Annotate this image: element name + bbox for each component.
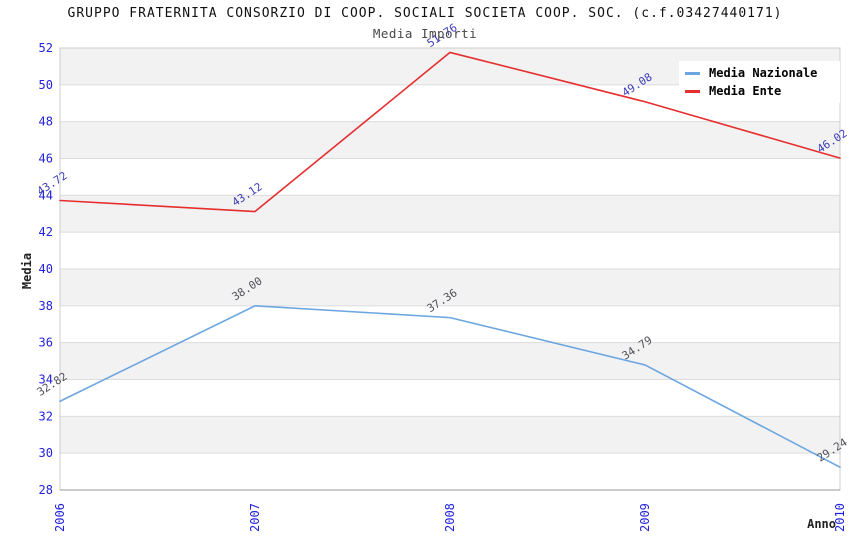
y-tick-label: 28 (39, 483, 53, 497)
y-tick-label: 50 (39, 78, 53, 92)
plot-band (60, 305, 840, 343)
x-axis-label: Anno (807, 517, 836, 531)
legend-label: Media Nazionale (709, 66, 818, 80)
series-line-media-nazionale (59, 305, 841, 468)
line-swatch-red-icon (685, 89, 700, 93)
y-tick-label: 44 (39, 188, 53, 202)
y-tick-label: 48 (39, 115, 53, 129)
y-tick-label: 30 (39, 446, 53, 460)
plot-band (60, 158, 840, 196)
x-tick-label: 2006 (53, 503, 67, 532)
y-tick-label: 36 (39, 336, 53, 350)
y-tick-label: 46 (39, 152, 53, 166)
y-tick-label: 38 (39, 299, 53, 313)
plot-band (60, 195, 840, 233)
y-tick-label: 52 (39, 41, 53, 55)
series-line-media-ente (59, 51, 841, 213)
y-tick-label: 42 (39, 225, 53, 239)
plot-band (60, 453, 840, 490)
x-tick-label: 2009 (638, 503, 652, 532)
legend-label: Media Ente (709, 84, 782, 98)
plot-band (60, 342, 840, 380)
plot-band (60, 416, 840, 454)
chart-title: GRUPPO FRATERNITA CONSORZIO DI COOP. SOC… (67, 6, 783, 21)
plot-band (60, 269, 840, 306)
legend-box: Media Nazionale Media Ente (679, 61, 840, 103)
plot-band (60, 232, 840, 269)
y-tick-label: 32 (39, 409, 53, 423)
chart-subtitle: Media Importi (372, 26, 478, 41)
y-axis-label: Media (20, 252, 34, 290)
data-point-label: 51.76 (425, 21, 460, 50)
plot-band (60, 379, 840, 417)
y-tick-label: 34 (39, 373, 53, 387)
line-swatch-blue-icon (685, 71, 700, 75)
x-tick-label: 2007 (248, 503, 262, 532)
y-tick-label: 40 (39, 262, 53, 276)
x-tick-label: 2008 (443, 503, 457, 532)
plot-band (60, 121, 840, 159)
legend-item-media-ente: Media Ente (679, 84, 840, 98)
x-tick-label: 2010 (833, 503, 847, 532)
legend-item-media-nazionale: Media Nazionale (679, 66, 840, 80)
